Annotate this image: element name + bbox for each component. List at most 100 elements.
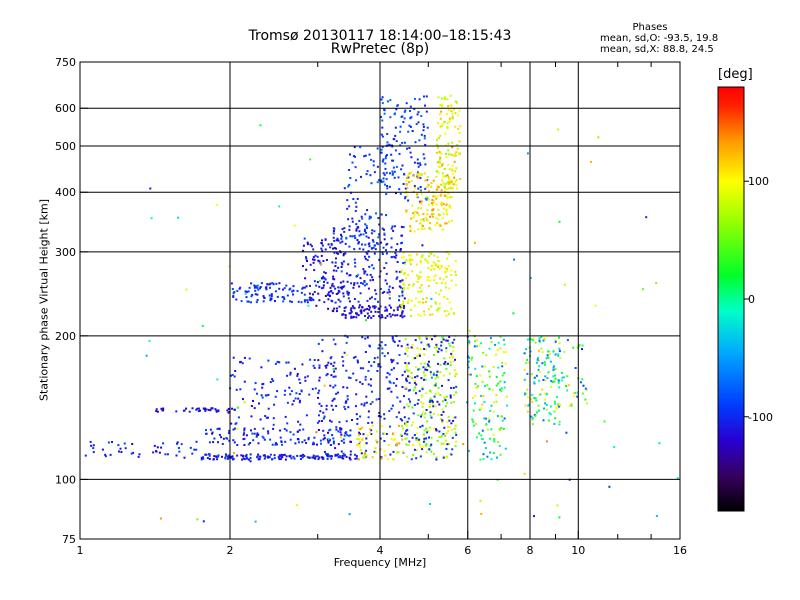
data-point — [324, 295, 327, 297]
data-point — [347, 293, 350, 296]
data-point — [306, 375, 309, 378]
data-point — [480, 407, 483, 410]
data-point — [221, 443, 224, 445]
data-point — [388, 387, 391, 390]
data-point — [443, 426, 446, 429]
data-point — [311, 388, 314, 391]
data-point — [541, 388, 544, 391]
data-point — [381, 425, 384, 428]
data-point — [399, 192, 402, 195]
data-point — [406, 455, 408, 458]
data-point — [415, 253, 418, 256]
data-point — [402, 303, 405, 305]
data-point — [479, 374, 482, 377]
data-point — [471, 396, 474, 399]
data-point — [456, 144, 459, 146]
data-point — [300, 291, 303, 294]
data-point — [370, 364, 373, 367]
data-point — [404, 197, 407, 200]
data-point — [426, 369, 429, 371]
data-point — [413, 108, 416, 111]
data-point — [415, 457, 418, 460]
data-point — [439, 363, 442, 366]
data-point — [177, 447, 180, 449]
data-point — [245, 434, 248, 437]
data-point — [538, 349, 540, 352]
data-point — [448, 196, 451, 199]
data-point — [265, 416, 268, 419]
data-point — [224, 456, 227, 459]
data-point — [358, 306, 361, 309]
data-point — [503, 417, 506, 420]
data-point — [322, 438, 325, 441]
data-point — [336, 391, 339, 394]
data-point — [431, 213, 433, 216]
data-point — [450, 109, 453, 112]
data-point — [412, 283, 415, 286]
data-point — [222, 437, 225, 440]
data-point — [296, 374, 299, 377]
data-point — [362, 248, 365, 251]
data-point — [400, 168, 403, 171]
data-point — [445, 439, 448, 442]
data-point — [423, 157, 426, 160]
data-point — [425, 110, 428, 113]
data-point — [536, 357, 539, 360]
data-point — [436, 309, 439, 312]
data-point — [385, 249, 387, 252]
data-point — [563, 283, 566, 286]
data-point — [180, 443, 183, 446]
data-point — [92, 447, 95, 450]
data-point — [274, 300, 276, 302]
scatter-points — [84, 94, 679, 523]
data-point — [185, 407, 188, 410]
data-point — [486, 455, 489, 458]
data-point — [335, 307, 338, 310]
data-point — [428, 403, 431, 406]
data-point — [440, 183, 443, 186]
data-point — [346, 386, 349, 389]
data-point — [470, 358, 473, 361]
data-point — [448, 205, 451, 208]
data-point — [410, 299, 413, 302]
data-point — [416, 426, 419, 429]
data-point — [264, 415, 267, 417]
data-point — [426, 209, 429, 212]
data-point — [387, 443, 390, 446]
data-point — [419, 200, 422, 203]
data-point — [432, 373, 435, 376]
data-point — [447, 149, 450, 152]
data-point — [228, 429, 231, 432]
data-point — [407, 176, 410, 179]
data-point — [530, 338, 533, 341]
data-point — [271, 378, 274, 381]
data-point — [373, 450, 376, 453]
data-point — [366, 434, 369, 437]
data-point — [350, 310, 353, 313]
data-point — [124, 447, 127, 450]
data-point — [371, 456, 374, 459]
data-point — [304, 286, 306, 289]
data-point — [341, 228, 344, 231]
data-point — [426, 126, 429, 129]
data-point — [204, 453, 207, 456]
data-point — [450, 196, 453, 199]
data-point — [233, 375, 236, 378]
data-point — [342, 252, 345, 255]
data-point — [386, 372, 389, 374]
data-point — [405, 211, 408, 214]
data-point — [430, 436, 433, 439]
data-point — [400, 271, 403, 274]
data-point — [354, 237, 357, 239]
data-point — [420, 284, 423, 287]
data-point — [305, 257, 308, 260]
data-point — [386, 314, 389, 317]
data-point — [427, 343, 430, 346]
data-point — [480, 342, 483, 345]
data-point — [332, 364, 335, 367]
data-point — [354, 166, 357, 169]
data-point — [351, 220, 354, 223]
data-point — [443, 396, 446, 399]
data-point — [342, 280, 345, 283]
data-point — [387, 352, 389, 355]
